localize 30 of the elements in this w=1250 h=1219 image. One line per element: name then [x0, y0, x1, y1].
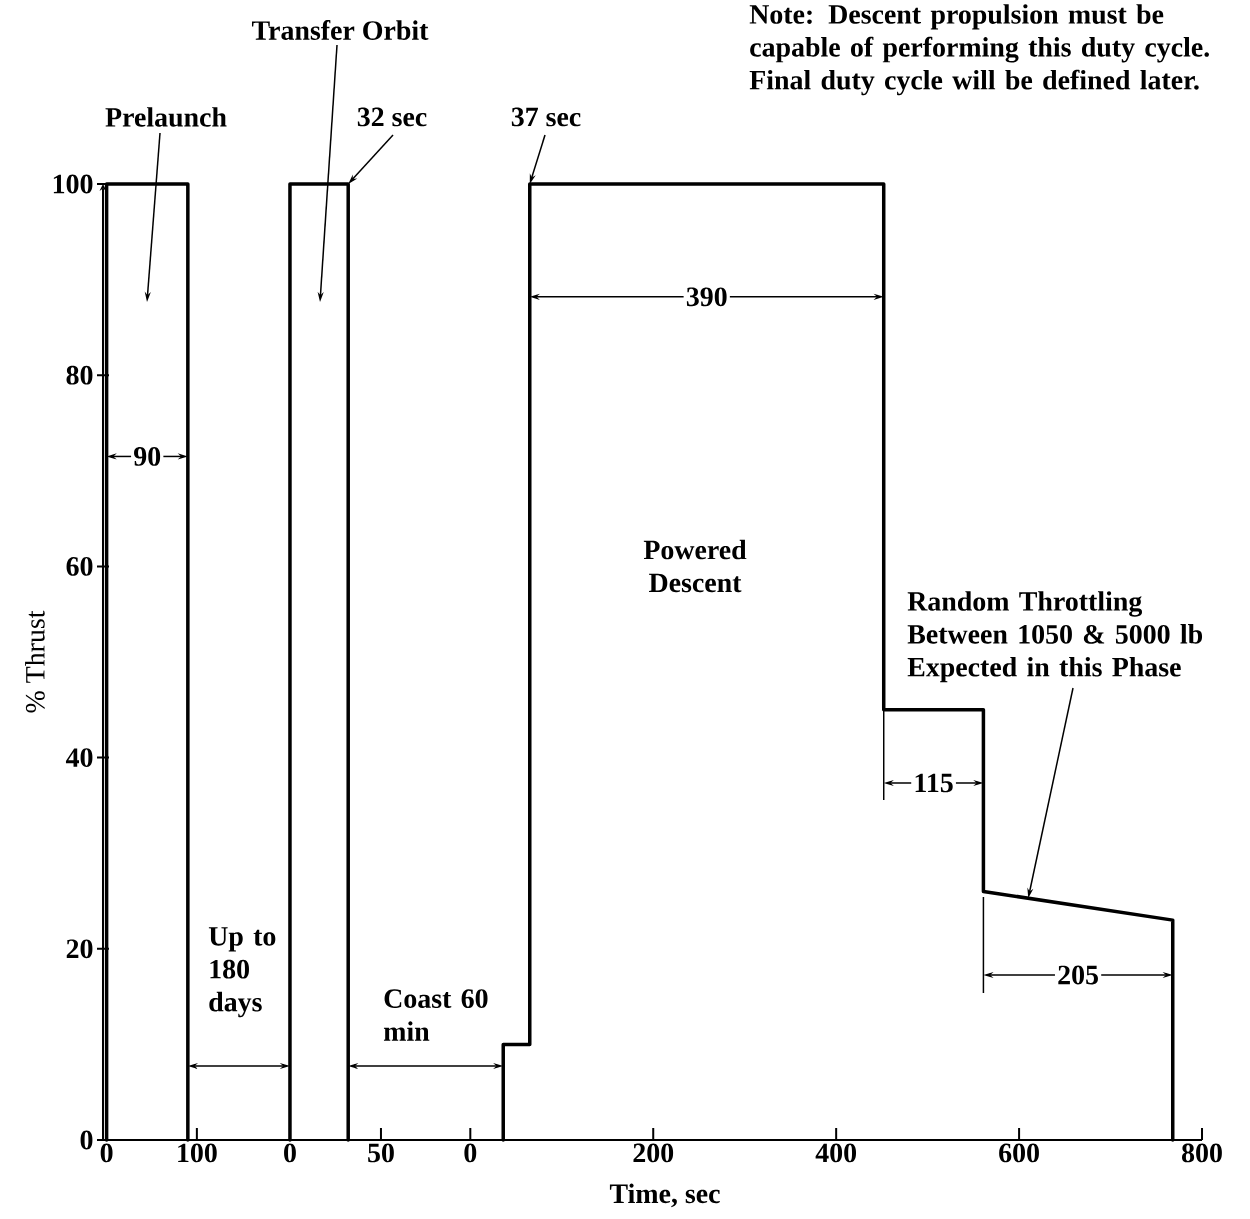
- annotation: Random Throttling Between 1050 & 5000 lb Expected in this Phase: [907, 591, 1203, 683]
- x-tick-label: 50: [368, 1143, 394, 1163]
- annotation: Coast 60 min: [383, 989, 488, 1041]
- annotation: Up to 180 days: [208, 927, 276, 1018]
- annotation: 115: [915, 773, 953, 793]
- text: Transfer Orbit: [251, 20, 429, 40]
- annotation: 90: [134, 447, 161, 466]
- y-axis-title: % Thrust: [25, 610, 45, 713]
- y-tick-label: 60: [66, 556, 93, 576]
- x-tick-label: 400: [815, 1143, 857, 1163]
- x-tick-label: 600: [999, 1143, 1039, 1163]
- annotation: 32 sec: [357, 107, 427, 127]
- x-tick-label: 200: [633, 1143, 674, 1163]
- annotation: 390: [686, 287, 727, 307]
- y-tick-label: 40: [65, 748, 93, 767]
- x-tick-label: 0: [100, 1143, 113, 1163]
- annotation: 205: [1058, 965, 1098, 985]
- x-tick-label: 100: [178, 1143, 217, 1163]
- y-tick-label: 0: [80, 1130, 93, 1150]
- text: Prelaunch: [105, 107, 227, 127]
- annotation: 37 sec: [511, 107, 581, 127]
- x-tick-label: 800: [1182, 1143, 1222, 1163]
- x-axis-title: Time, sec: [609, 1183, 720, 1208]
- annotation: Powered Descent: [643, 539, 747, 593]
- y-tick-label: 20: [66, 939, 93, 959]
- text: Note: Descent propulsion must be capable of performing this duty cycle. Final duty cycle will be defined later.: [749, 4, 1209, 96]
- y-tick-label: 100: [53, 174, 93, 194]
- x-tick-label: 0: [284, 1143, 296, 1163]
- y-tick-label: 80: [66, 365, 93, 385]
- x-tick-label: 0: [464, 1143, 477, 1163]
